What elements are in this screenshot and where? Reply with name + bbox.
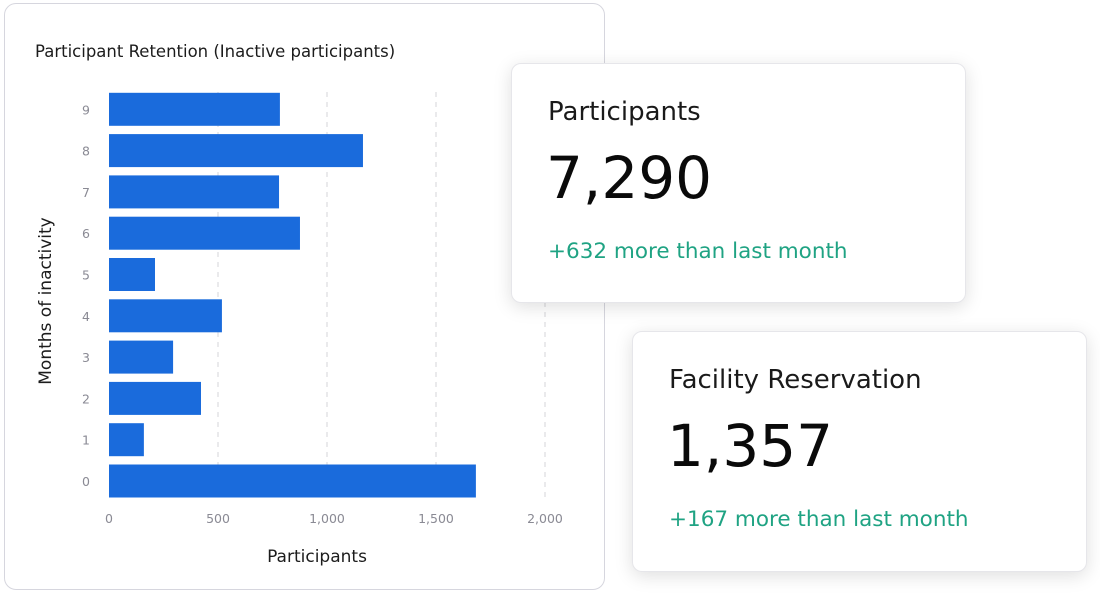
y-tick-label: 8 (82, 144, 90, 159)
bar-5 (109, 258, 155, 291)
x-tick-label: 2,000 (527, 511, 563, 526)
card-value: 7,290 (546, 144, 713, 212)
bar-9 (109, 92, 280, 126)
bar-1 (109, 423, 144, 457)
y-tick-label: 4 (82, 309, 90, 324)
bar-6 (109, 216, 300, 250)
y-tick-label: 5 (82, 268, 90, 283)
x-tick-label: 500 (206, 511, 230, 526)
card-delta: +167 more than last month (669, 507, 969, 532)
participants-card: Participants 7,290 +632 more than last m… (511, 63, 966, 303)
x-axis-label: Participants (267, 547, 367, 567)
y-tick-label: 7 (82, 185, 90, 200)
y-tick-label: 0 (82, 474, 90, 489)
card-title: Participants (548, 97, 701, 127)
card-delta: +632 more than last month (548, 239, 848, 264)
x-tick-label: 1,500 (418, 511, 454, 526)
bar-7 (109, 175, 280, 209)
bar-0 (109, 464, 476, 498)
bar-8 (109, 134, 363, 168)
y-tick-label: 2 (82, 391, 90, 406)
bar-3 (109, 340, 174, 374)
bar-2 (109, 381, 201, 415)
bar-4 (109, 299, 222, 333)
y-tick-label: 1 (82, 433, 90, 448)
y-tick-label: 6 (82, 226, 90, 241)
card-title: Facility Reservation (669, 365, 922, 395)
y-tick-label: 3 (82, 350, 90, 365)
y-tick-label: 9 (82, 102, 90, 117)
chart-title: Participant Retention (Inactive particip… (35, 42, 396, 61)
x-tick-label: 1,000 (309, 511, 345, 526)
y-axis-label: Months of inactivity (36, 217, 56, 385)
facility-reservation-card: Facility Reservation 1,357 +167 more tha… (632, 331, 1087, 572)
x-tick-label: 0 (105, 511, 113, 526)
card-value: 1,357 (667, 412, 834, 480)
